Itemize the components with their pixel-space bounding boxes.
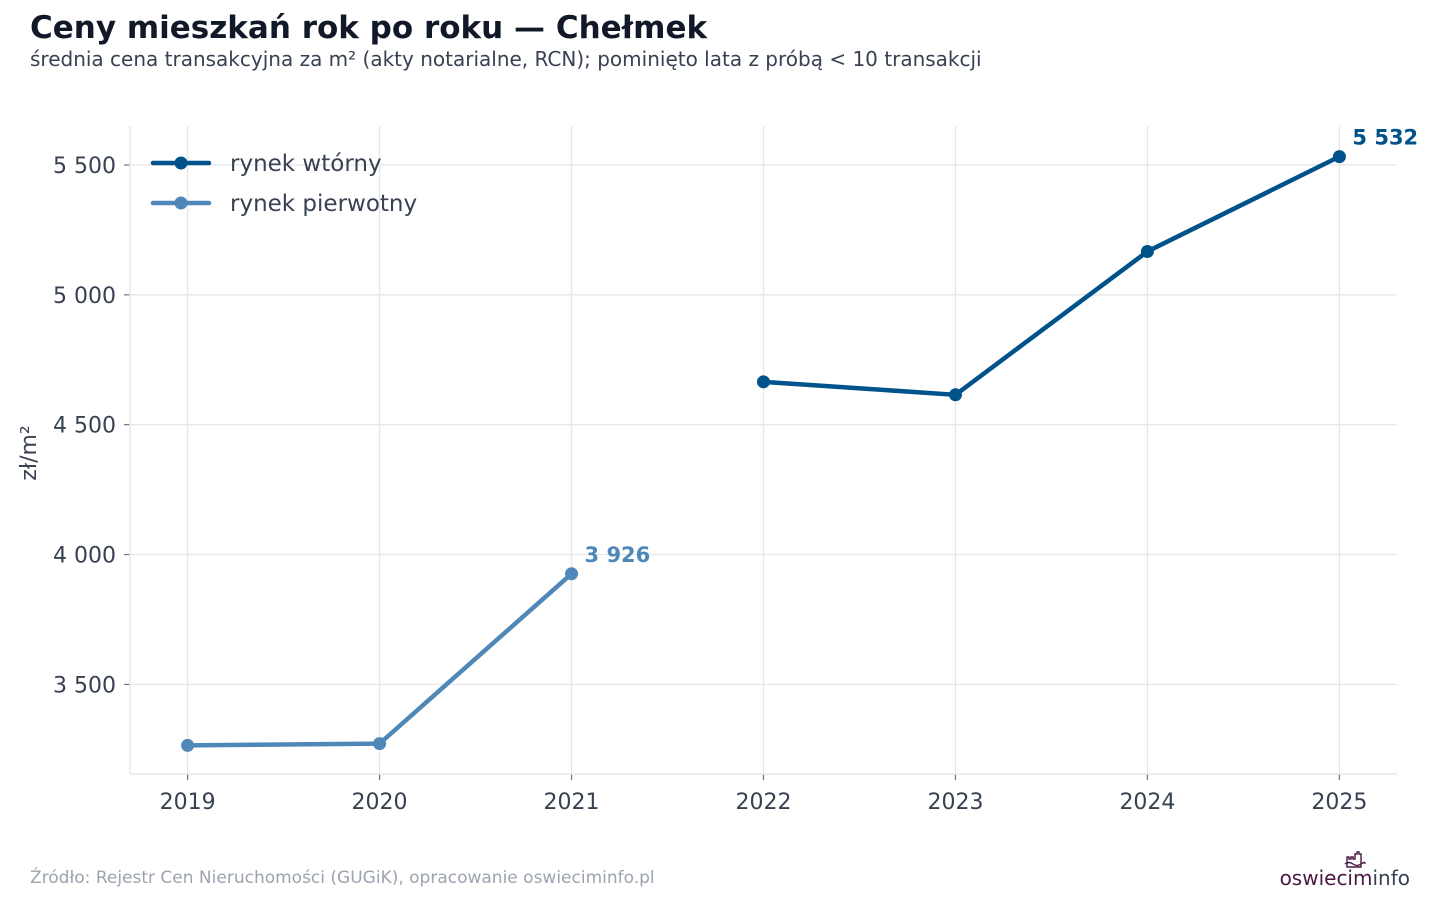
data-point: [948, 388, 962, 402]
data-point: [181, 738, 195, 752]
axes: 2019 2020 2021 2022 2023 2024 2025 3 500 4 000 4 …: [17, 126, 1397, 815]
data-point: [565, 567, 579, 581]
brand-logo: oswieciminfo: [1280, 866, 1410, 890]
grid: [130, 126, 1397, 774]
legend: rynek wtórny rynek pierwotny: [150, 151, 417, 217]
y-tick-label: 5 000: [53, 284, 116, 309]
x-tick-label: 2025: [1311, 790, 1367, 815]
data-point: [373, 737, 387, 751]
x-tick-label: 2021: [544, 790, 600, 815]
x-tick-label: 2023: [927, 790, 983, 815]
data-point: [1140, 244, 1154, 258]
chart-title: Ceny mieszkań rok po roku — Chełmek: [30, 10, 708, 46]
legend-swatch-marker: [174, 196, 188, 210]
legend-label: rynek wtórny: [230, 151, 382, 177]
x-tick-label: 2019: [160, 790, 216, 815]
source-note: Źródło: Rejestr Cen Nieruchomości (GUGiK…: [30, 868, 655, 888]
y-axis-label: zł/m²: [17, 425, 42, 480]
x-tick-label: 2020: [352, 790, 408, 815]
data-point: [1332, 150, 1346, 164]
castle-icon: [1344, 851, 1366, 868]
data-label: 5 532: [1352, 126, 1418, 150]
series-line-1: [761, 154, 1342, 398]
x-tick-label: 2024: [1119, 790, 1175, 815]
y-tick-label: 3 500: [53, 673, 116, 698]
x-tick-label: 2022: [736, 790, 792, 815]
y-tick-label: 5 500: [53, 154, 116, 179]
data-point: [757, 375, 770, 389]
series-layer: 5 532 3 926: [181, 126, 1418, 752]
chart-subtitle: średnia cena transakcyjna za m² (akty no…: [30, 47, 982, 71]
y-tick-label: 4 500: [53, 414, 116, 439]
brand-logo-part1: oswiecim: [1279, 866, 1373, 890]
data-label: 3 926: [585, 543, 651, 567]
y-tick-label: 4 000: [53, 544, 116, 569]
legend-swatch-marker: [174, 156, 188, 170]
legend-label: rynek pierwotny: [230, 191, 417, 217]
brand-logo-part2: info: [1372, 866, 1410, 890]
